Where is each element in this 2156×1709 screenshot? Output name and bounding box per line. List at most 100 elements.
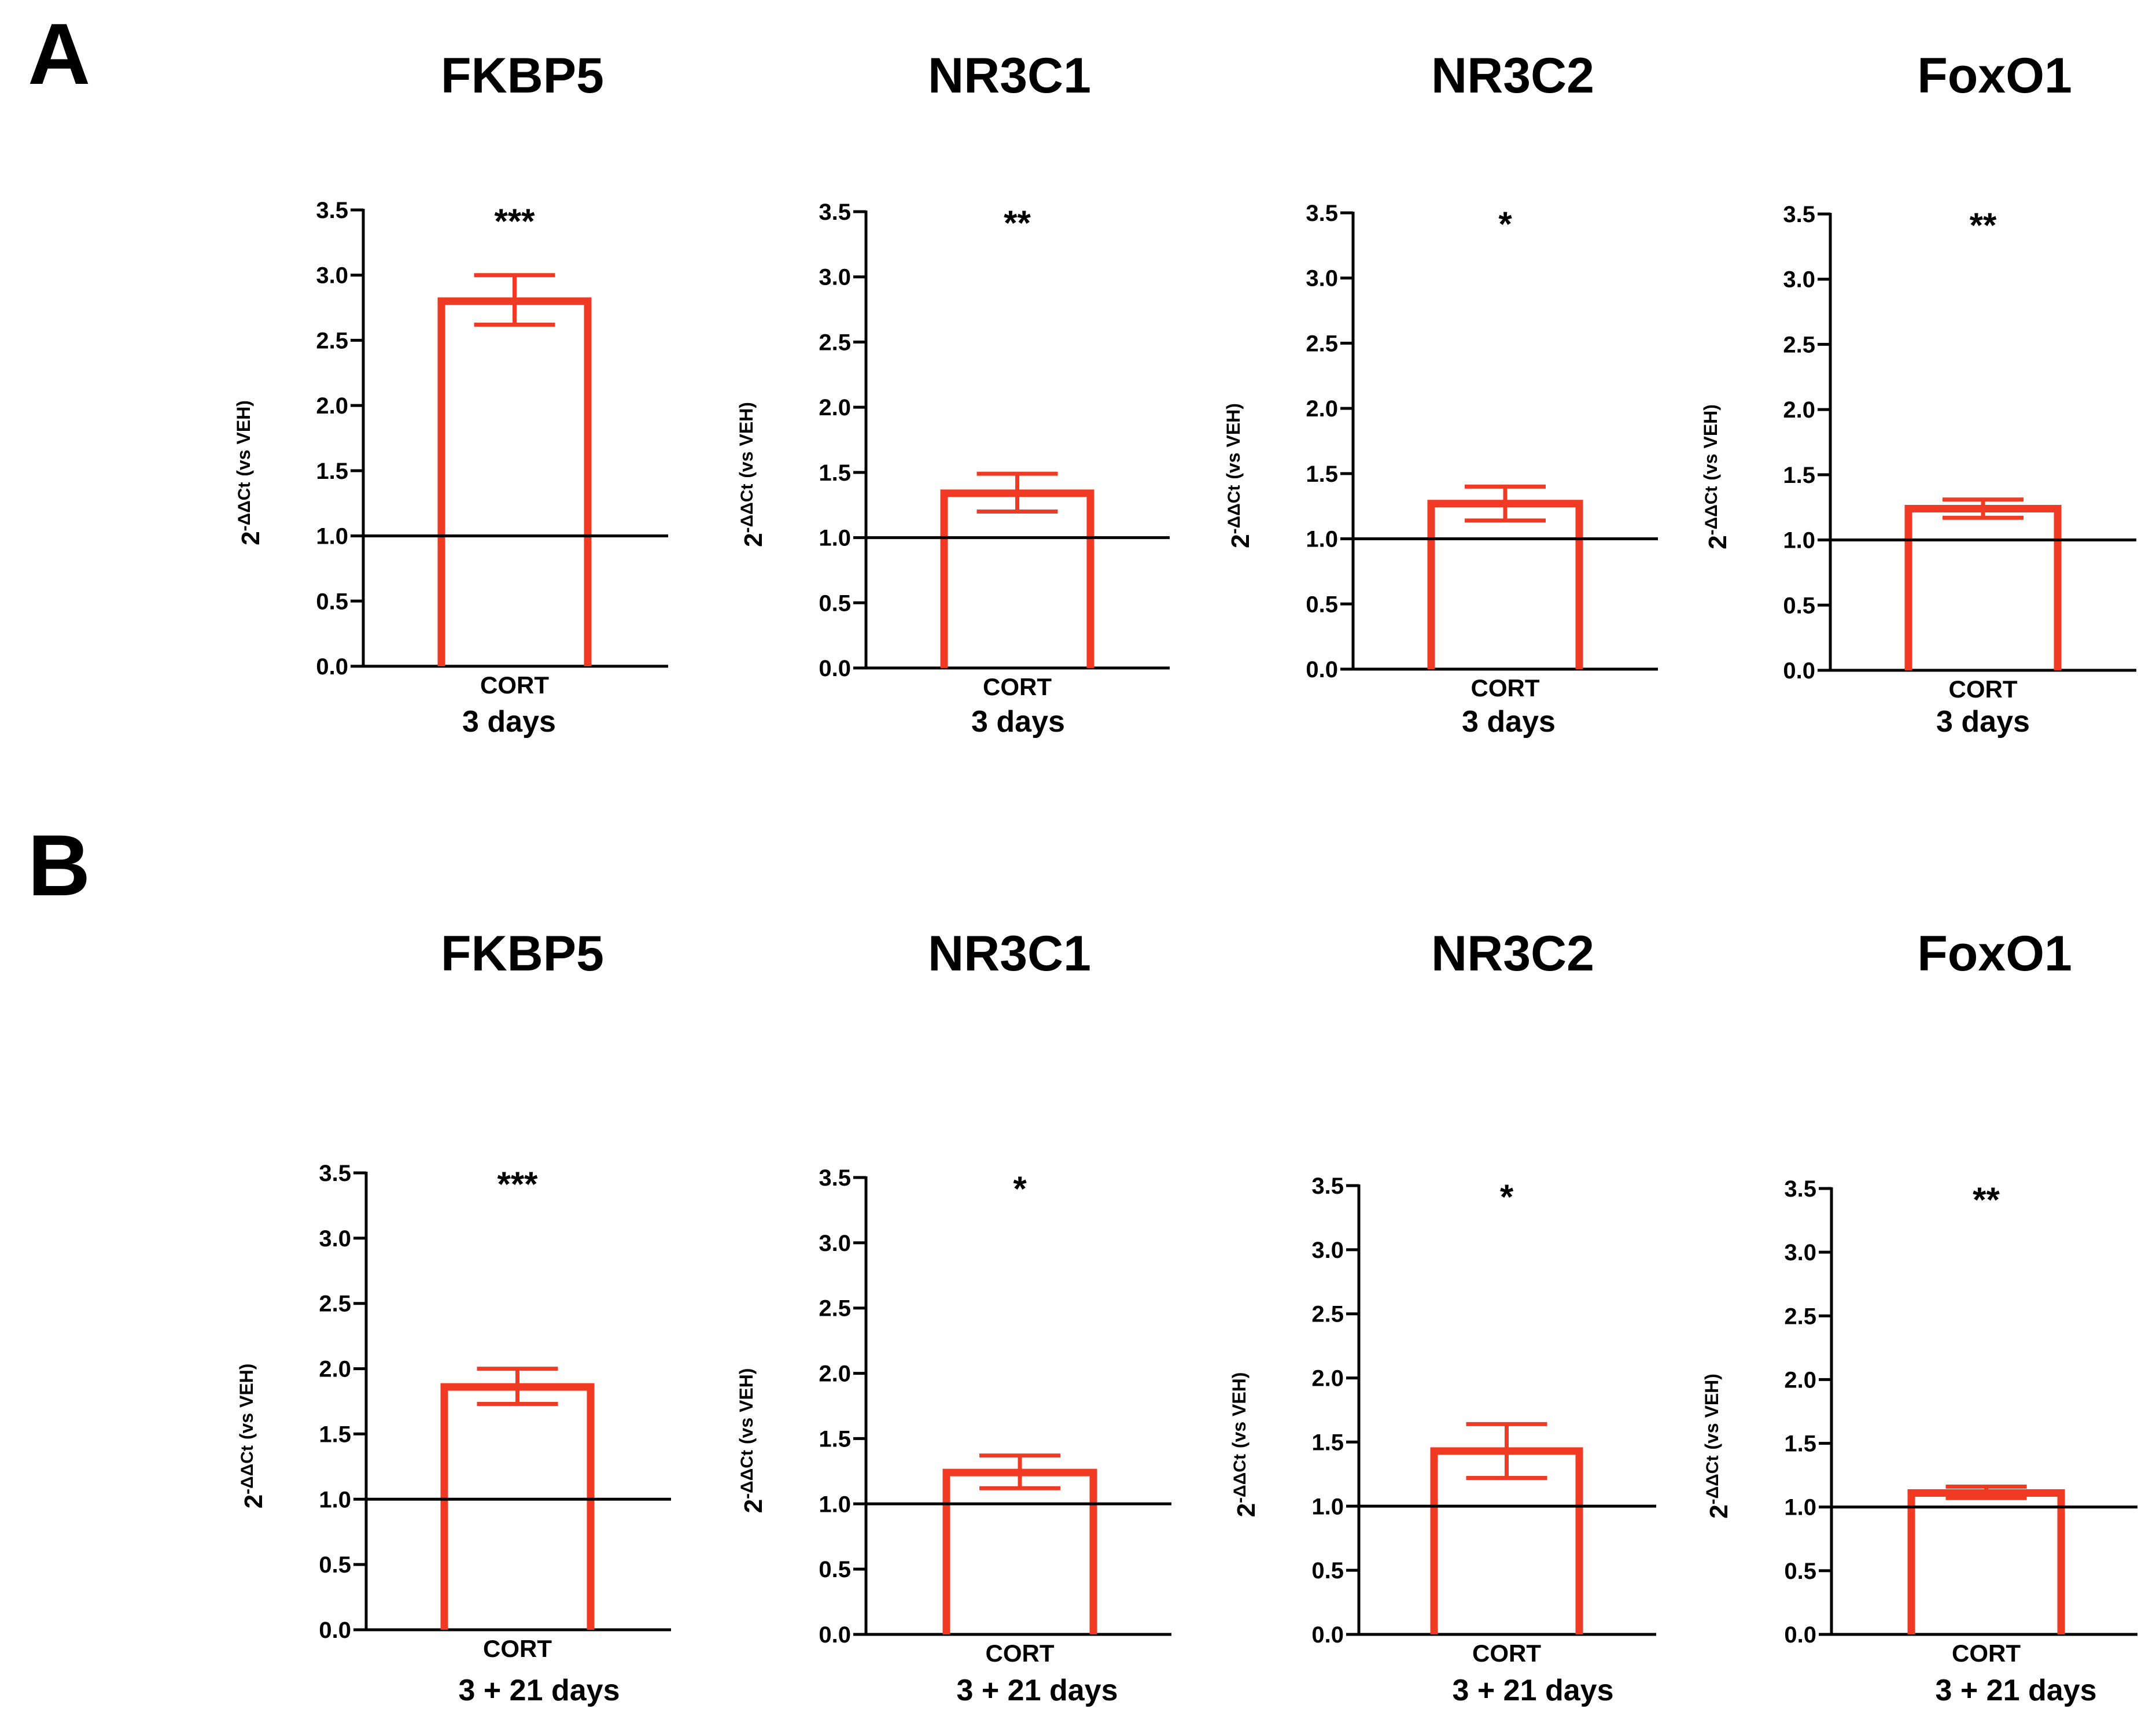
category-label: CORT (483, 1635, 552, 1662)
y-axis-label-exponent: -ΔΔCt (1702, 486, 1721, 536)
condition-label: 3 + 21 days (1936, 1674, 2097, 1707)
chart-b-nr3c2: NR3C2 0.0 0.5 1.0 1.5 2.0 2.5 3.0 3.5 2-ΔΔCt (vs V… (1229, 926, 1656, 1707)
y-axis-label: 2-ΔΔCt (vs VEH) (1700, 404, 1732, 549)
chart-a-foxo1: FoxO1 0.0 0.5 1.0 1.5 2.0 2.5 3.0 3.5 2-ΔΔCt (vs V… (1700, 48, 2136, 739)
y-tick-label: 0.5 (819, 590, 851, 616)
y-axis-label-base: 2 (1704, 535, 1732, 549)
condition-label: 3 days (462, 705, 556, 739)
y-tick-label: 2.5 (319, 1291, 351, 1317)
y-tick-label: 1.0 (819, 1492, 851, 1517)
y-tick-label: 0.5 (1784, 1559, 1816, 1584)
y-tick-label: 0.5 (1311, 1558, 1344, 1583)
y-tick-label: 1.0 (1783, 528, 1815, 553)
y-tick-label: 0.0 (1306, 657, 1338, 682)
y-tick-label: 0.0 (1311, 1622, 1344, 1648)
category-label: CORT (480, 671, 549, 699)
category-label: CORT (986, 1640, 1055, 1667)
chart-title: NR3C1 (928, 926, 1091, 981)
y-axis-label-exponent: -ΔΔCt (738, 1450, 757, 1499)
significance-marker: * (1498, 205, 1512, 243)
chart-title: FKBP5 (441, 926, 604, 981)
category-label: CORT (983, 673, 1052, 700)
chart-title: FoxO1 (1917, 926, 2072, 981)
y-axis-label: 2-ΔΔCt (vs VEH) (736, 1368, 768, 1514)
y-tick-label: 0.0 (319, 1618, 351, 1643)
significance-marker: * (1500, 1178, 1514, 1216)
y-tick-label: 3.5 (1784, 1176, 1816, 1202)
significance-marker: * (1013, 1169, 1027, 1208)
significance-marker: ** (1004, 204, 1031, 242)
bar-cort (942, 1468, 1097, 1634)
y-axis-label: 2-ΔΔCt (vs VEH) (1229, 1372, 1261, 1518)
y-tick-label: 3.5 (819, 1165, 851, 1191)
chart-title: FKBP5 (441, 48, 604, 104)
category-label: CORT (1472, 1640, 1541, 1667)
y-axis-label-base: 2 (1232, 1503, 1261, 1517)
y-tick-label: 1.0 (316, 524, 348, 549)
y-tick-label: 3.0 (316, 263, 348, 289)
bar-cort (440, 1383, 595, 1630)
category-label: CORT (1952, 1640, 2021, 1667)
y-axis-label-exponent: -ΔΔCt (1703, 1456, 1722, 1505)
bar-cort (437, 297, 592, 666)
y-axis-label: 2-ΔΔCt (vs VEH) (236, 1364, 268, 1509)
y-tick-label: 2.0 (319, 1357, 351, 1382)
bar-cort (940, 489, 1094, 668)
condition-label: 3 days (1462, 705, 1556, 739)
chart-a-nr3c1: NR3C1 0.0 0.5 1.0 1.5 2.0 2.5 3.0 3.5 2-ΔΔCt (vs V… (736, 48, 1170, 739)
y-tick-label: 0.5 (316, 589, 348, 614)
y-axis-label-exponent: -ΔΔCt (235, 482, 254, 531)
chart-title: NR3C1 (928, 48, 1091, 104)
condition-label: 3 days (1936, 705, 2030, 739)
y-tick-label: 1.0 (1311, 1494, 1344, 1519)
y-axis-label-exponent: -ΔΔCt (238, 1445, 257, 1494)
y-axis-label-qualifier: (vs VEH) (1223, 403, 1244, 479)
bar-cort (1427, 500, 1583, 669)
y-tick-label: 3.5 (819, 200, 851, 225)
y-tick-label: 3.5 (1306, 201, 1338, 226)
y-tick-label: 3.0 (1311, 1238, 1344, 1263)
bar-cort (1907, 1489, 2065, 1634)
y-tick-label: 0.5 (319, 1552, 351, 1578)
y-axis-label-base: 2 (1705, 1504, 1733, 1518)
y-tick-label: 1.0 (1306, 527, 1338, 552)
y-tick-label: 0.0 (316, 654, 348, 680)
chart-b-foxo1: FoxO1 0.0 0.5 1.0 1.5 2.0 2.5 3.0 3.5 2-ΔΔCt (vs V… (1701, 926, 2137, 1707)
category-label: CORT (1471, 674, 1540, 702)
significance-marker: ** (1973, 1180, 2000, 1219)
y-axis-label: 2-ΔΔCt (vs VEH) (233, 400, 265, 545)
y-axis-label: 2-ΔΔCt (vs VEH) (736, 402, 768, 547)
y-tick-label: 1.5 (1306, 462, 1338, 487)
y-tick-label: 0.0 (819, 1622, 851, 1648)
y-tick-label: 2.0 (1306, 396, 1338, 422)
y-axis-label: 2-ΔΔCt (vs VEH) (1701, 1374, 1733, 1519)
y-tick-label: 0.5 (1306, 592, 1338, 617)
y-tick-label: 3.5 (1311, 1173, 1344, 1199)
significance-marker: *** (497, 1165, 538, 1204)
y-tick-label: 2.5 (316, 328, 348, 353)
y-tick-label: 3.0 (319, 1226, 351, 1252)
y-tick-label: 3.5 (319, 1161, 351, 1186)
y-tick-label: 1.0 (319, 1487, 351, 1512)
y-axis-label-qualifier: (vs VEH) (1700, 404, 1721, 481)
y-tick-label: 2.5 (1783, 332, 1815, 357)
condition-label: 3 days (971, 705, 1065, 739)
y-tick-label: 0.0 (1784, 1622, 1816, 1648)
y-tick-label: 3.5 (316, 198, 348, 223)
y-tick-label: 2.0 (1784, 1367, 1816, 1393)
y-tick-label: 1.5 (319, 1422, 351, 1447)
y-tick-label: 1.0 (1784, 1495, 1816, 1520)
panel-label-a: A (28, 5, 90, 102)
y-axis-label-qualifier: (vs VEH) (233, 400, 254, 477)
y-axis-label-base: 2 (239, 1494, 268, 1508)
y-tick-label: 2.0 (1311, 1366, 1344, 1391)
y-tick-label: 1.5 (1784, 1431, 1816, 1457)
condition-label: 3 + 21 days (459, 1674, 620, 1707)
condition-label: 3 + 21 days (1453, 1674, 1614, 1707)
y-tick-label: 3.0 (819, 265, 851, 290)
y-tick-label: 0.0 (819, 656, 851, 681)
panel-label-b: B (28, 817, 90, 914)
y-tick-label: 2.5 (1306, 331, 1338, 356)
